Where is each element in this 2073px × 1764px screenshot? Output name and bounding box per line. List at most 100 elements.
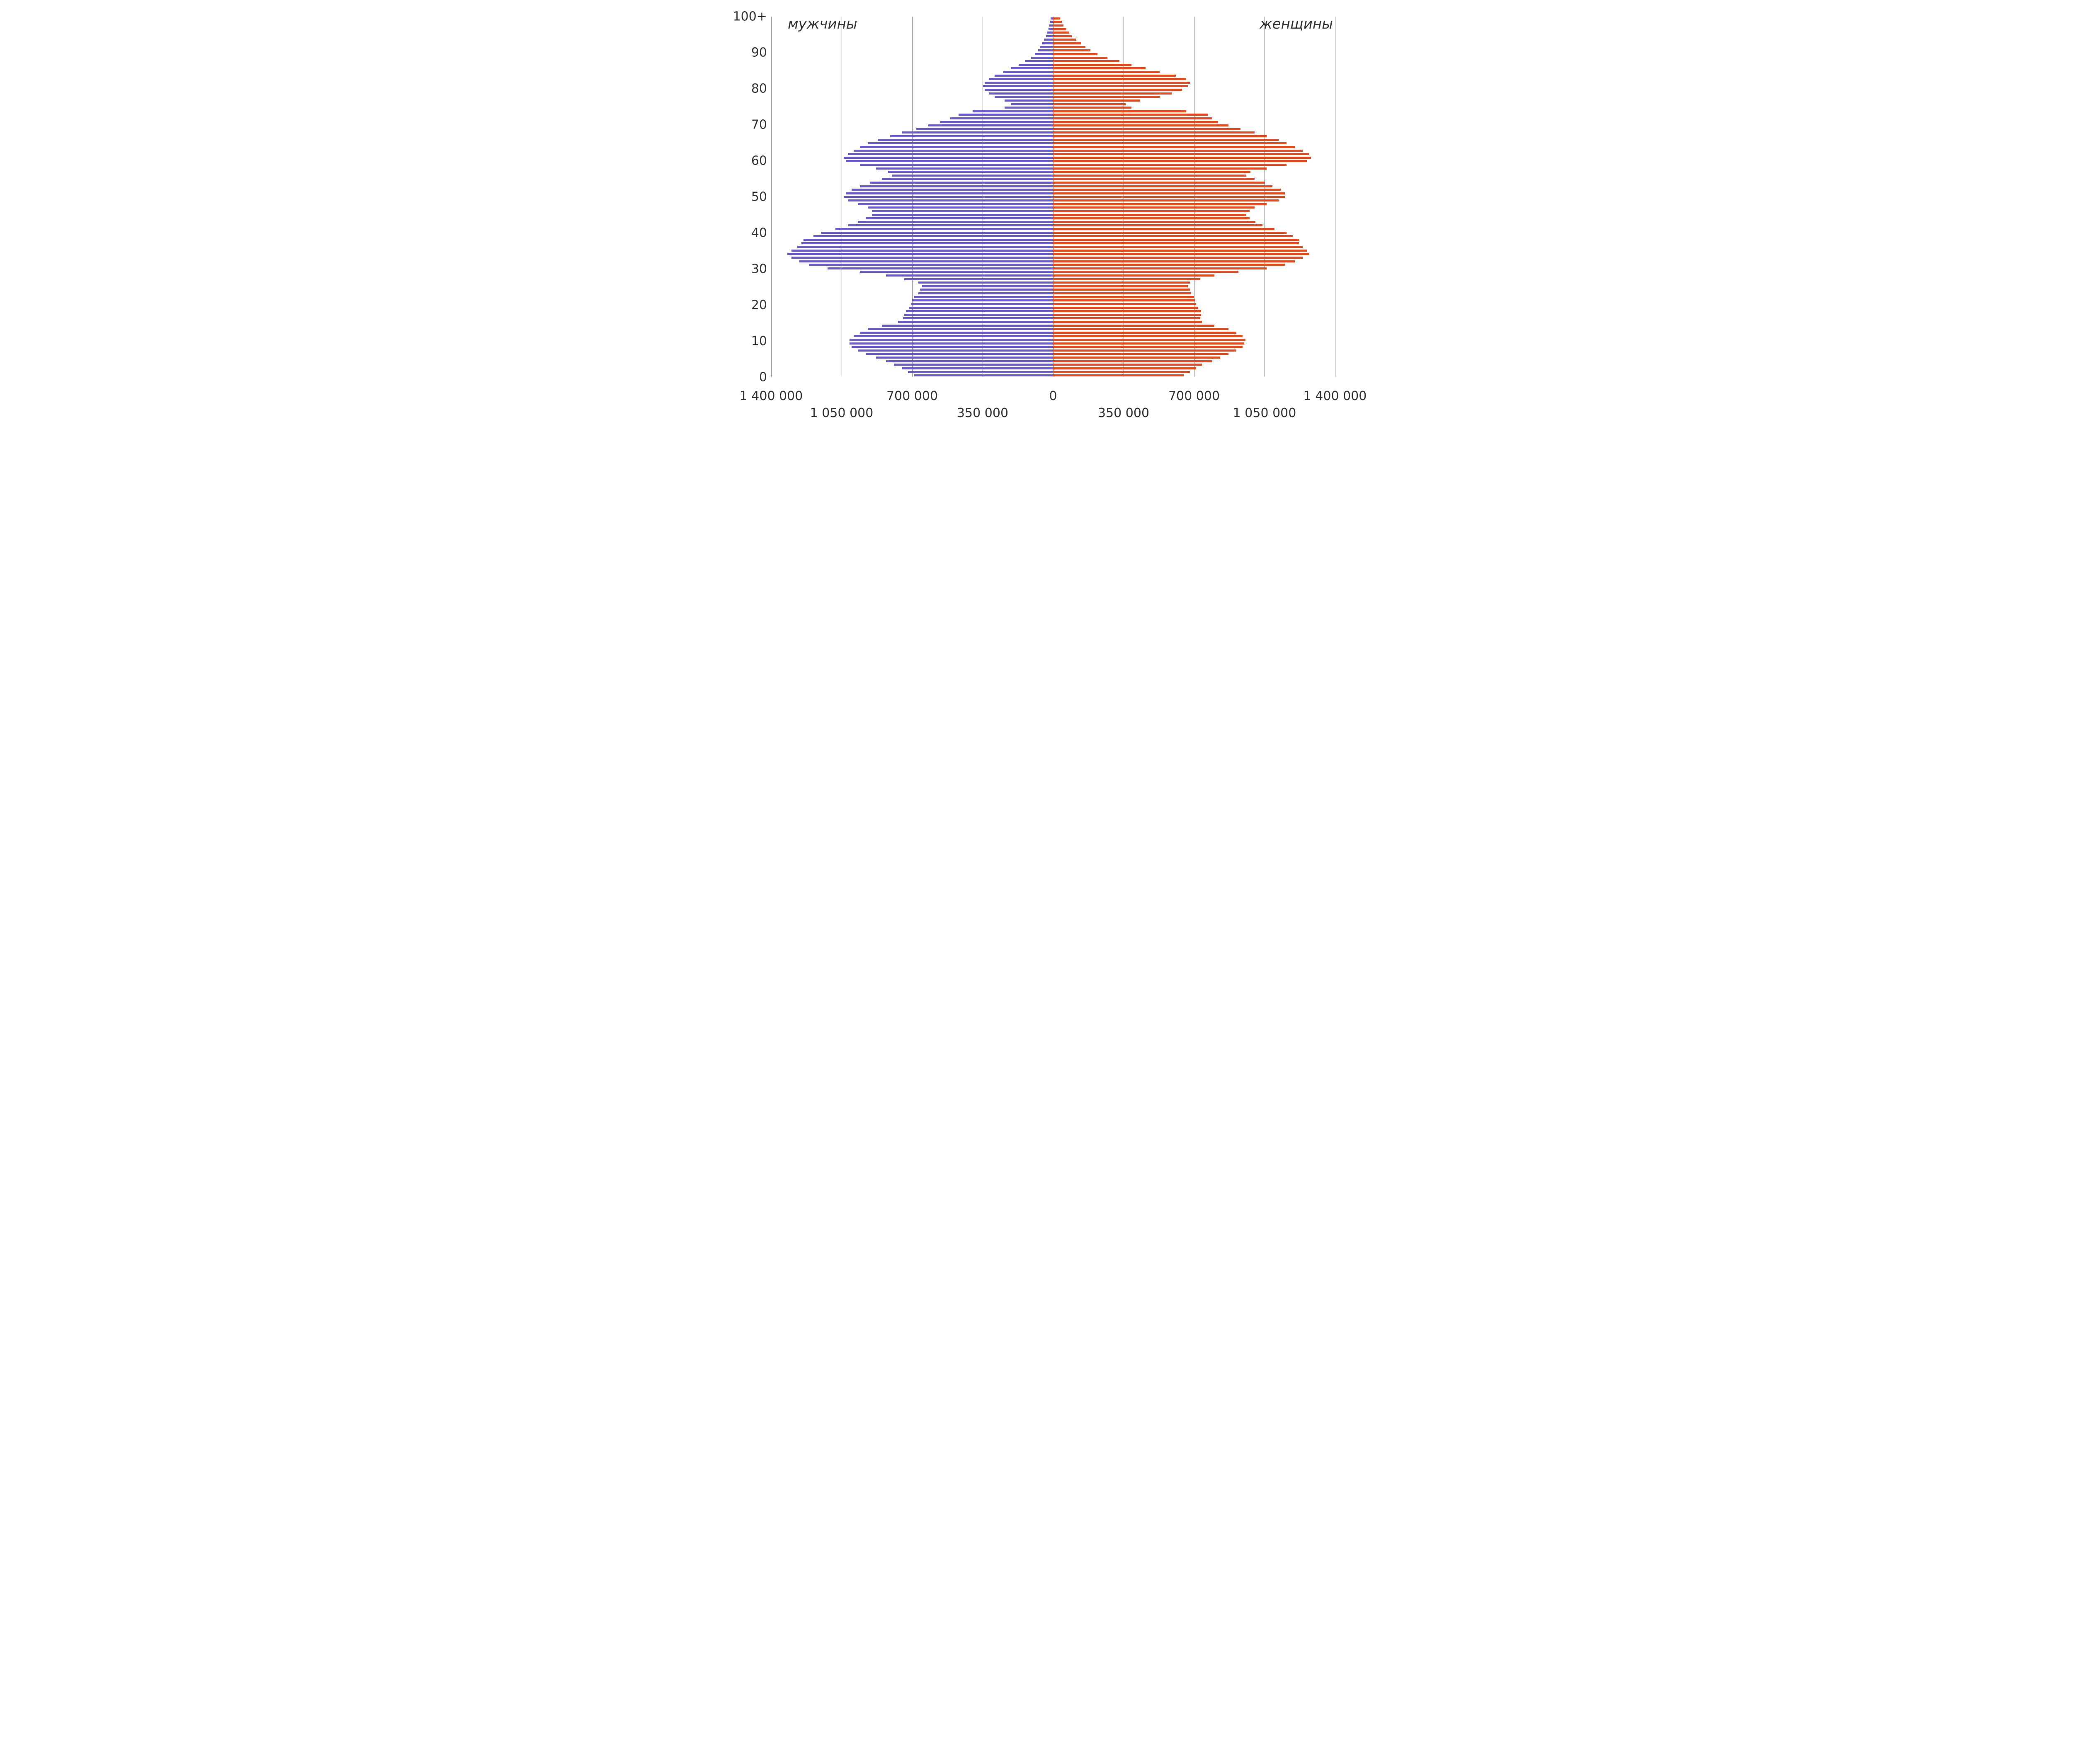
male-bar bbox=[860, 146, 1053, 148]
male-bar bbox=[922, 285, 1053, 287]
female-bar bbox=[1053, 89, 1182, 91]
female-bar bbox=[1053, 71, 1160, 73]
female-bar bbox=[1053, 85, 1188, 87]
male-bar bbox=[928, 124, 1053, 126]
female-bar bbox=[1053, 192, 1285, 194]
female-bar bbox=[1053, 17, 1060, 19]
female-bar bbox=[1053, 78, 1186, 80]
female-bar bbox=[1053, 228, 1274, 230]
male-bar bbox=[1011, 67, 1053, 69]
male-bar bbox=[791, 250, 1053, 252]
female-bar bbox=[1053, 257, 1303, 259]
male-bar bbox=[914, 374, 1053, 376]
male-bar bbox=[940, 121, 1053, 123]
female-bar bbox=[1053, 274, 1214, 277]
x-tick-label: 700 000 bbox=[1168, 389, 1220, 403]
female-bar bbox=[1053, 239, 1299, 241]
y-tick-label: 20 bbox=[730, 298, 767, 313]
female-bar bbox=[1053, 260, 1295, 262]
male-bar bbox=[918, 292, 1053, 294]
male-bar bbox=[1031, 57, 1053, 59]
male-bar bbox=[989, 78, 1053, 80]
female-bar bbox=[1053, 121, 1218, 123]
male-bar bbox=[852, 346, 1053, 348]
female-bar bbox=[1053, 335, 1243, 337]
male-bar bbox=[878, 139, 1053, 141]
male-bar bbox=[902, 367, 1053, 369]
y-tick-label: 40 bbox=[730, 226, 767, 240]
female-bar bbox=[1053, 371, 1190, 373]
female-bar bbox=[1053, 82, 1190, 84]
male-bar bbox=[844, 157, 1053, 159]
female-bar bbox=[1053, 139, 1279, 141]
male-bar bbox=[787, 253, 1053, 255]
female-bar bbox=[1053, 317, 1200, 319]
male-bar bbox=[858, 349, 1053, 352]
y-tick-label: 60 bbox=[730, 154, 767, 168]
x-tick-label: 1 050 000 bbox=[810, 406, 874, 420]
male-bar bbox=[854, 335, 1053, 337]
female-bar bbox=[1053, 117, 1212, 119]
female-bar bbox=[1053, 175, 1246, 177]
y-tick-label: 80 bbox=[730, 82, 767, 96]
female-bar bbox=[1053, 353, 1228, 355]
female-bar bbox=[1053, 342, 1244, 345]
female-bar bbox=[1053, 107, 1131, 109]
female-bar bbox=[1053, 42, 1081, 44]
male-bar bbox=[882, 325, 1053, 327]
female-bar bbox=[1053, 214, 1246, 216]
female-bar bbox=[1053, 253, 1309, 255]
male-bar bbox=[904, 314, 1053, 316]
male-bar bbox=[920, 289, 1053, 291]
female-bar bbox=[1053, 146, 1295, 148]
male-bar bbox=[860, 164, 1053, 166]
female-bar bbox=[1053, 203, 1267, 205]
male-bar bbox=[821, 232, 1053, 234]
male-bar bbox=[866, 353, 1053, 355]
male-bar bbox=[791, 257, 1053, 259]
female-bar bbox=[1053, 360, 1212, 362]
male-bar bbox=[912, 299, 1053, 301]
female-bar bbox=[1053, 339, 1245, 341]
male-bar bbox=[1049, 24, 1053, 27]
female-bar bbox=[1053, 246, 1303, 248]
female-bar bbox=[1053, 157, 1311, 159]
female-bar bbox=[1053, 325, 1214, 327]
male-bar bbox=[848, 199, 1053, 201]
male-bar bbox=[850, 342, 1053, 345]
female-bar bbox=[1053, 267, 1267, 269]
y-tick-label: 30 bbox=[730, 262, 767, 277]
male-bar bbox=[872, 214, 1053, 216]
x-tick-label: 1 400 000 bbox=[1304, 389, 1367, 403]
female-bar bbox=[1053, 32, 1069, 34]
male-bar bbox=[950, 117, 1053, 119]
female-bar bbox=[1053, 196, 1285, 198]
female-bar bbox=[1053, 264, 1285, 266]
female-bar bbox=[1053, 21, 1062, 23]
male-bar bbox=[909, 307, 1053, 309]
male-bar bbox=[903, 317, 1053, 319]
female-bar bbox=[1053, 307, 1198, 309]
male-bar bbox=[809, 264, 1053, 266]
female-bar bbox=[1053, 224, 1262, 226]
male-bar bbox=[985, 89, 1053, 91]
male-bar bbox=[911, 303, 1053, 305]
female-bar bbox=[1053, 292, 1191, 294]
female-bar bbox=[1053, 171, 1250, 173]
x-tick-label: 350 000 bbox=[957, 406, 1008, 420]
female-bar bbox=[1053, 357, 1220, 359]
female-bar bbox=[1053, 64, 1131, 66]
male-bar bbox=[846, 160, 1053, 162]
female-bar bbox=[1053, 178, 1255, 180]
female-bar bbox=[1053, 75, 1176, 77]
male-bar bbox=[973, 110, 1053, 112]
male-bar bbox=[876, 167, 1053, 170]
female-bar bbox=[1053, 46, 1085, 48]
male-bar bbox=[848, 153, 1053, 155]
male-bar bbox=[1050, 21, 1053, 23]
female-bar bbox=[1053, 285, 1188, 287]
female-bar bbox=[1053, 167, 1267, 170]
male-bar bbox=[860, 271, 1053, 273]
female-bar bbox=[1053, 67, 1146, 69]
y-tick-label: 70 bbox=[730, 118, 767, 132]
